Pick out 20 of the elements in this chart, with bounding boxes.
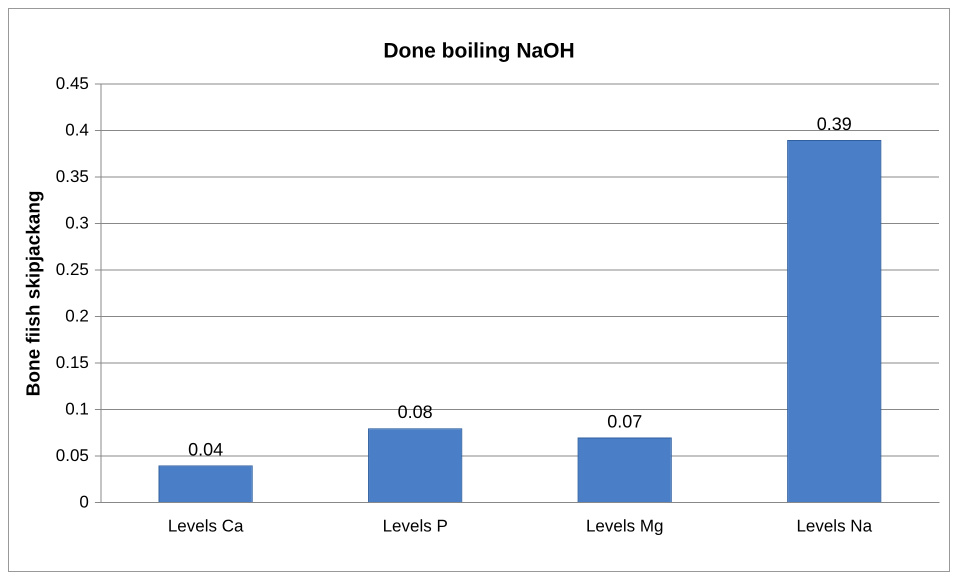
y-tick-label: 0.25	[56, 260, 89, 279]
x-tick-label: Levels Mg	[586, 516, 664, 536]
y-tick-label: 0.15	[56, 352, 89, 372]
x-tick-label: Levels Ca	[168, 516, 244, 536]
y-tick-label: 0.35	[56, 166, 89, 186]
chart-title: Done boiling NaOH	[383, 39, 575, 62]
data-label: 0.08	[398, 402, 433, 422]
data-label: 0.39	[816, 114, 852, 134]
y-axis-title: Bone fiish skipjackang	[24, 190, 45, 396]
y-tick-label: 0.3	[65, 213, 89, 232]
y-tick-label: 0.1	[65, 399, 89, 418]
y-tick-label: 0.05	[56, 446, 89, 465]
y-tick-label: 0.4	[65, 120, 89, 140]
x-tick-label: Levels Na	[796, 516, 873, 536]
y-tick-label: 0.2	[65, 306, 89, 326]
y-tick-label: 0.45	[56, 74, 89, 93]
data-label: 0.04	[188, 439, 224, 460]
y-tick-label: 0	[79, 492, 89, 512]
data-label: 0.07	[607, 411, 642, 432]
x-tick-label: Levels P	[382, 516, 448, 536]
